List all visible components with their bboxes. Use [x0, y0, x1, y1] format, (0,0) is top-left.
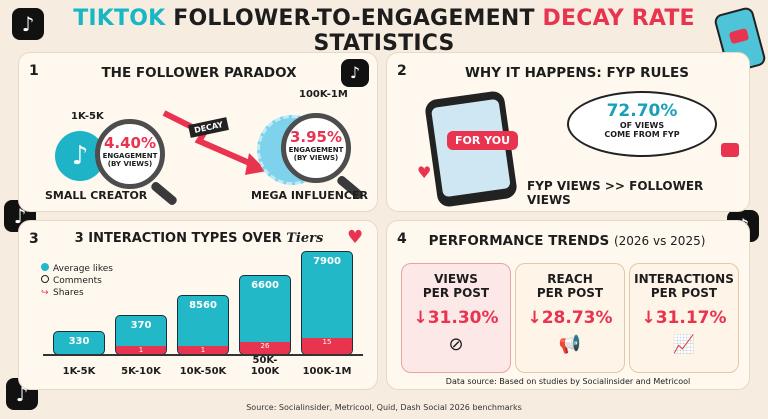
bubble-pct: 72.70% [606, 101, 678, 121]
bar-value-likes: 330 [68, 336, 90, 347]
bubble-line1: OF VIEWS [619, 121, 665, 130]
bar: 330 [53, 331, 105, 355]
chart-baseline [43, 354, 363, 356]
title-follower: FOLLOWER-TO-ENGAGEMENT [173, 6, 535, 31]
data-source-note: Data source: Based on studies by Sociali… [445, 377, 691, 386]
bar: 370 1 [115, 315, 167, 355]
panel-title: PERFORMANCE TRENDS (2026 vs 2025) [427, 233, 707, 249]
bar: 6600 26 [239, 275, 291, 355]
card-label-line1: INTERACTIONS [634, 272, 734, 286]
chart-legend: Average likes Comments ↪ Shares [41, 263, 113, 299]
small-pct: 4.40% [103, 134, 157, 152]
bar: 8560 1 [177, 295, 229, 355]
title-decay: DECAY RATE [542, 6, 695, 31]
trend-card-reach: REACH PER POST ↓28.73% 📢 [515, 263, 625, 373]
mega-sub1: ENGAGEMENT [288, 146, 344, 154]
card-label-line2: PER POST [650, 286, 718, 300]
panel-follower-paradox: 1 THE FOLLOWER PARADOX ♪ 1K-5K ♪ 4.40% E… [18, 52, 378, 212]
trend-chart-icon: 📈 [672, 334, 696, 355]
eye-off-icon: ⊘ [448, 334, 464, 355]
stat-bubble: 72.70% OF VIEWS COME FROM FYP [567, 91, 717, 157]
down-arrow-icon: ↓ [527, 308, 542, 328]
legend-comments: Comments [41, 275, 113, 287]
fyp-compare: FYP VIEWS >> FOLLOWER VIEWS [527, 179, 704, 207]
panel-number: 4 [397, 231, 407, 247]
panel-title-sub: (2026 vs 2025) [613, 234, 706, 248]
heart-icon: ♥ [417, 163, 432, 182]
bar-value-comments: 1 [138, 346, 144, 354]
bar-value-comments: 1 [200, 346, 206, 354]
for-you-tag: FOR YOU [447, 131, 519, 150]
panel-performance-trends: 4 PERFORMANCE TRENDS (2026 vs 2025) VIEW… [386, 220, 750, 390]
tiktok-logo-icon: ♪ [341, 59, 369, 87]
panel-number: 1 [29, 63, 39, 79]
megaphone-icon: 📢 [558, 334, 582, 355]
panel-title: THE FOLLOWER PARADOX [101, 65, 297, 81]
bar-value-likes: 6600 [251, 280, 279, 291]
mega-sub2: (BY VIEWS) [293, 154, 339, 162]
card-label-line1: REACH [547, 272, 593, 286]
tier-label: 5K-10K [121, 366, 161, 377]
card-label-line2: PER POST [536, 286, 604, 300]
tier-label: 10K-50K [179, 366, 227, 377]
footer-source: Source: Socialinsider, Metricool, Quid, … [246, 403, 522, 412]
mega-pct: 3.95% [289, 128, 343, 146]
card-label-line2: PER POST [422, 286, 490, 300]
card-value: ↓31.17% [641, 308, 727, 328]
small-magnifier: 4.40% ENGAGEMENT (BY VIEWS) [95, 119, 165, 189]
title-tiktok: TIKTOK [73, 6, 166, 31]
mega-label: MEGA INFLUENCER [251, 189, 368, 202]
card-label-line1: VIEWS [434, 272, 478, 286]
panel-number: 2 [397, 63, 407, 79]
legend-likes: Average likes [41, 263, 113, 275]
bar: 7900 15 [301, 251, 353, 355]
bar-value-likes: 8560 [189, 300, 217, 311]
decay-arrow-icon [162, 110, 267, 175]
bar-value-likes: 370 [130, 320, 152, 331]
mega-tier: 100K-1M [299, 89, 348, 100]
magnifier-handle [149, 180, 179, 207]
small-sub2: (BY VIEWS) [107, 160, 153, 168]
heart-icon: ♥ [347, 227, 364, 248]
panel-title-tiers: Tiers [286, 231, 324, 246]
down-arrow-icon: ↓ [413, 308, 428, 328]
small-label: SMALL CREATOR [45, 189, 148, 202]
card-value: ↓28.73% [527, 308, 613, 328]
down-arrow-icon: ↓ [641, 308, 656, 328]
small-tier: 1K-5K [71, 111, 104, 122]
play-icon [721, 143, 739, 157]
small-sub1: ENGAGEMENT [102, 152, 158, 160]
panel-fyp-rules: 2 WHY IT HAPPENS: FYP RULES FOR YOU ♥ 72… [386, 52, 750, 212]
card-value: ↓31.30% [413, 308, 499, 328]
tier-label: 1K-5K [62, 366, 96, 377]
panel-title-main: 3 INTERACTION TYPES OVER [74, 231, 282, 246]
bar-value-comments: 26 [260, 342, 270, 350]
title-statistics: STATISTICS [313, 31, 455, 56]
bar-value-comments: 15 [322, 338, 332, 346]
mega-magnifier: 3.95% ENGAGEMENT (BY VIEWS) [281, 113, 351, 183]
tier-label: 50K-100K [250, 355, 280, 377]
bubble-line2: COME FROM FYP [604, 130, 680, 139]
trend-card-interactions: INTERACTIONS PER POST ↓31.17% 📈 [629, 263, 739, 373]
tiktok-logo-icon: ♪ [12, 8, 44, 40]
panel-title-main: PERFORMANCE TRENDS [428, 233, 610, 249]
trend-card-views: VIEWS PER POST ↓31.30% ⊘ [401, 263, 511, 373]
panel-title: 3 INTERACTION TYPES OVER Tiers [69, 231, 329, 246]
legend-shares: ↪ Shares [41, 288, 84, 298]
page-title: TIKTOK FOLLOWER-TO-ENGAGEMENT DECAY RATE… [0, 6, 768, 56]
panel-number: 3 [29, 231, 39, 247]
tier-label: 100K-1M [302, 366, 352, 377]
bar-value-likes: 7900 [313, 256, 341, 267]
panel-title: WHY IT HAPPENS: FYP RULES [465, 65, 689, 81]
panel-interaction-types: 3 3 INTERACTION TYPES OVER Tiers ♥ Avera… [18, 220, 378, 390]
